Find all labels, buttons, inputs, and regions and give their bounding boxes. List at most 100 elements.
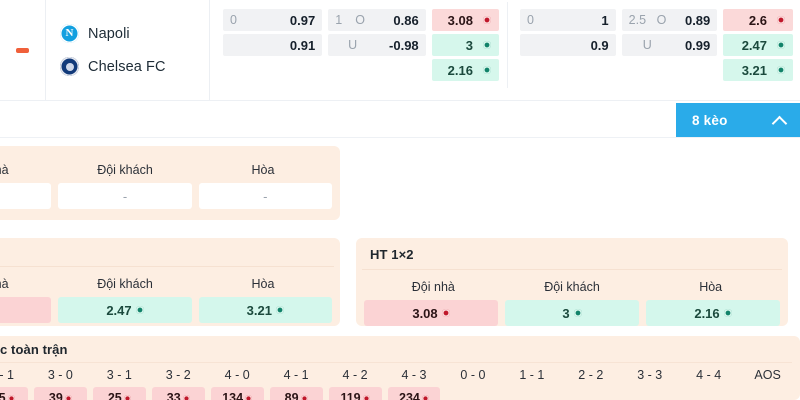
- handicap-away-value: 0.91: [289, 37, 316, 53]
- odds-value: 234: [399, 391, 420, 400]
- correct-score-odds-box[interactable]: 25: [92, 387, 146, 400]
- teams-cell[interactable]: Napoli Chelsea FC: [46, 0, 210, 100]
- column-header-home: Đội nhà: [0, 277, 9, 291]
- under-label: U: [642, 38, 652, 52]
- correct-score-column: 3 - 1 25: [92, 368, 146, 400]
- onextwo-cell-away[interactable]: 2.47: [723, 34, 793, 56]
- handicap-cell-away[interactable]: 0.91: [223, 34, 323, 56]
- odds-box-draw[interactable]: 2.16: [646, 300, 780, 326]
- handicap-cell-home[interactable]: 0 1: [520, 9, 616, 31]
- correct-score-column: 4 - 0 134: [210, 368, 264, 400]
- odds-box-draw[interactable]: 3.21: [198, 297, 332, 323]
- overunder-cell-empty: [328, 59, 426, 81]
- onextwo-cell-draw[interactable]: 3.21: [723, 59, 793, 81]
- odds-line-1: 0 0.97 1 O 0.86 3.08: [223, 9, 499, 31]
- over-label: O: [355, 13, 365, 27]
- over-label: O: [656, 13, 667, 27]
- panel-ft-1x2-odds: Đội nhà Đội khách Hòa 2.47 3.21: [0, 238, 340, 326]
- trend-up-dot-icon: [777, 41, 785, 49]
- handicap-cell-home[interactable]: 0 0.97: [223, 9, 323, 31]
- trend-down-dot-icon: [64, 394, 72, 400]
- correct-score-column: 2 - 2: [564, 368, 617, 400]
- trend-up-dot-icon: [573, 309, 582, 317]
- correct-score-column: 3 - 0 39: [33, 368, 87, 400]
- correct-score-column: 3 - 3: [623, 368, 676, 400]
- correct-score-odds-box[interactable]: 33: [151, 387, 205, 400]
- under-value: 0.99: [684, 37, 711, 53]
- panel-ft-1x2-placeholder: Đội nhà Đội khách Hòa - - -: [0, 146, 340, 220]
- correct-score-label: AOS: [754, 368, 781, 382]
- value-row: 2.47 3.21: [0, 297, 332, 323]
- handicap-away-value: 0.9: [590, 37, 609, 53]
- onextwo-home-value: 3.08: [447, 12, 473, 28]
- correct-score-odds-box: [741, 387, 794, 400]
- trend-down-dot-icon: [123, 394, 131, 400]
- overunder-cell-over[interactable]: 2.5 O 0.89: [621, 9, 718, 31]
- trend-up-dot-icon: [275, 306, 284, 314]
- correct-score-odds-box[interactable]: 89: [269, 387, 323, 400]
- correct-score-column: 4 - 3 234: [387, 368, 441, 400]
- napoli-crest-icon: [60, 24, 79, 43]
- onextwo-away-value: 2.47: [741, 37, 767, 53]
- trend-down-dot-icon: [482, 16, 491, 24]
- odds-box-draw[interactable]: -: [198, 183, 332, 209]
- keo-count-button[interactable]: 8 kèo: [676, 103, 800, 137]
- odds-value: 9.5: [0, 391, 6, 400]
- chelsea-crest-icon: [60, 57, 79, 76]
- handicap-cell-away[interactable]: 0.9: [520, 34, 616, 56]
- column-headers: Đội nhà Đội khách Hòa: [0, 160, 332, 183]
- correct-score-column: 0 - 0: [446, 368, 499, 400]
- column-header-home: Đội nhà: [411, 280, 455, 294]
- column-header-draw: Hòa: [699, 280, 723, 294]
- status-dash-icon: [16, 47, 29, 53]
- correct-score-odds-box[interactable]: 119: [328, 387, 382, 400]
- correct-score-column: 4 - 4: [682, 368, 735, 400]
- onextwo-cell-home[interactable]: 2.6: [723, 9, 793, 31]
- odds-line-2: 0.91 U -0.98 3: [223, 34, 499, 56]
- panel-title-correct-score: c toàn trận: [0, 342, 68, 357]
- odds-box-home[interactable]: 3.08: [364, 300, 498, 326]
- correct-score-column: 3 - 2 33: [151, 368, 205, 400]
- onextwo-cell-away[interactable]: 3: [431, 34, 499, 56]
- correct-score-label: 4 - 4: [696, 368, 722, 382]
- odds-box-away[interactable]: 2.47: [58, 297, 192, 323]
- panel-ht-1x2: HT 1×2 Đội nhà Đội khách Hòa 3.08 3 2.16: [356, 238, 788, 326]
- overunder-cell-under[interactable]: U 0.99: [621, 34, 718, 56]
- panel-divider: [0, 362, 792, 363]
- column-header-away: Đội khách: [544, 280, 600, 294]
- overunder-cell-empty: [622, 59, 718, 81]
- overunder-cell-over[interactable]: 1 O 0.86: [328, 9, 426, 31]
- correct-score-odds-box[interactable]: 9.5: [0, 387, 28, 400]
- trend-up-dot-icon: [482, 66, 491, 74]
- team-row-home[interactable]: Napoli: [60, 24, 209, 43]
- overunder-line-label: 1: [335, 13, 343, 27]
- correct-score-odds-box[interactable]: 234: [387, 387, 441, 400]
- odds-line-1: 0 1 2.5 O 0.89 2.6: [520, 9, 793, 31]
- correct-score-label: 3 - 2: [165, 368, 191, 382]
- over-value: 0.86: [393, 12, 419, 28]
- team-row-away[interactable]: Chelsea FC: [60, 57, 209, 76]
- correct-score-odds-box[interactable]: 39: [33, 387, 87, 400]
- column-header-away: Đội khách: [97, 163, 153, 177]
- panel-body: Đội nhà Đội khách Hòa - - -: [0, 146, 340, 220]
- odds-box-away[interactable]: -: [58, 183, 192, 209]
- odds-box-home[interactable]: -: [0, 183, 52, 209]
- odds-value: 39: [48, 391, 63, 400]
- correct-score-label: 4 - 1: [283, 368, 309, 382]
- correct-score-odds-box: [446, 387, 499, 400]
- correct-score-odds-box[interactable]: 134: [210, 387, 264, 400]
- panel-body: Đội nhà Đội khách Hòa 2.47 3.21: [0, 267, 340, 334]
- odds-box-away[interactable]: 3: [505, 300, 639, 326]
- correct-score-label: 4 - 2: [342, 368, 368, 382]
- chevron-up-icon: [773, 114, 786, 127]
- overunder-cell-under[interactable]: U -0.98: [328, 34, 426, 56]
- odds-value: 3.21: [246, 302, 272, 318]
- onextwo-cell-draw[interactable]: 2.16: [431, 59, 499, 81]
- trend-up-dot-icon: [777, 66, 785, 74]
- onextwo-cell-home[interactable]: 3.08: [431, 9, 499, 31]
- correct-score-odds-box: [682, 387, 735, 400]
- correct-score-label: 2 - 1: [0, 368, 14, 382]
- correct-score-column: AOS: [741, 368, 794, 400]
- onextwo-draw-value: 3.21: [741, 62, 767, 78]
- odds-box-home[interactable]: [0, 297, 52, 323]
